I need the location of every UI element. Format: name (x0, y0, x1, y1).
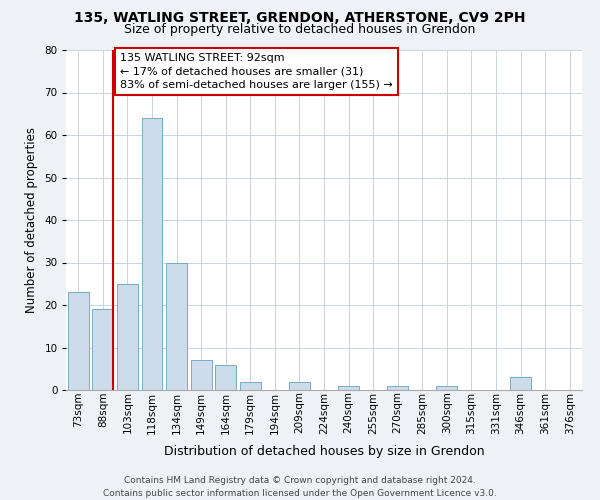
Text: Contains HM Land Registry data © Crown copyright and database right 2024.
Contai: Contains HM Land Registry data © Crown c… (103, 476, 497, 498)
Text: Size of property relative to detached houses in Grendon: Size of property relative to detached ho… (124, 22, 476, 36)
Bar (436, 386, 457, 390)
X-axis label: Distribution of detached houses by size in Grendon: Distribution of detached houses by size … (164, 444, 484, 458)
Bar (142, 118, 163, 390)
Bar (215, 364, 236, 390)
Bar (387, 386, 408, 390)
Text: 135, WATLING STREET, GRENDON, ATHERSTONE, CV9 2PH: 135, WATLING STREET, GRENDON, ATHERSTONE… (74, 11, 526, 25)
Bar (166, 262, 187, 390)
Bar (191, 360, 212, 390)
Bar (289, 382, 310, 390)
Bar (338, 386, 359, 390)
Bar (92, 309, 113, 390)
Bar (68, 292, 89, 390)
Bar (510, 377, 531, 390)
Bar (117, 284, 138, 390)
Bar (240, 382, 261, 390)
Text: 135 WATLING STREET: 92sqm
← 17% of detached houses are smaller (31)
83% of semi-: 135 WATLING STREET: 92sqm ← 17% of detac… (120, 54, 393, 90)
Y-axis label: Number of detached properties: Number of detached properties (25, 127, 38, 313)
